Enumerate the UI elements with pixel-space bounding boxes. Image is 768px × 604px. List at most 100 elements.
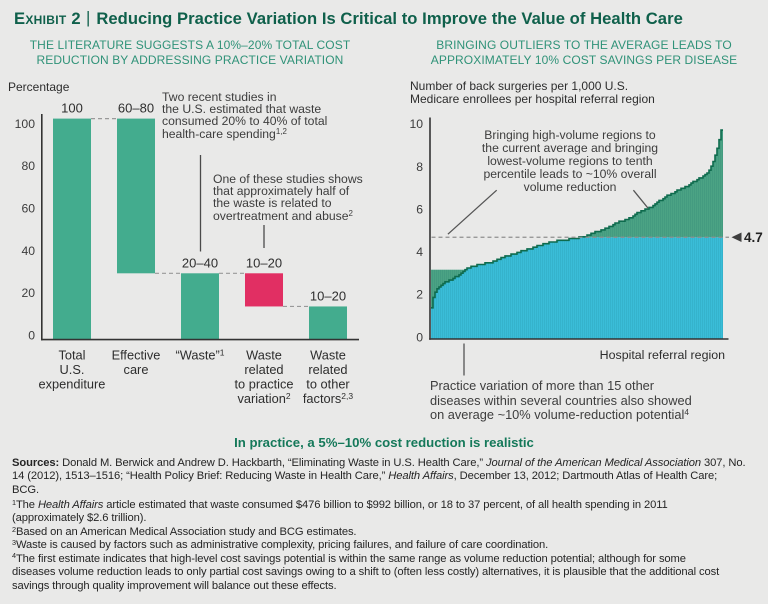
bar-edge: [646, 209, 647, 339]
bar-edge: [624, 221, 625, 339]
text-segment: health-care spending: [162, 126, 276, 141]
region-bar: [705, 237, 707, 339]
bar-edge: [692, 183, 693, 339]
title-separator: |: [85, 8, 91, 27]
region-bar: [647, 237, 649, 339]
bar-edge: [556, 242, 557, 339]
region-bar: [571, 238, 573, 339]
bar-edge: [682, 188, 683, 339]
region-bar: [641, 237, 643, 339]
reduce-to-average-area: [709, 170, 711, 238]
reduce-to-average-area: [665, 196, 667, 238]
region-bar: [489, 262, 491, 339]
bar-edge: [628, 219, 629, 339]
conclusion-tagline: In practice, a 5%–10% cost reduction is …: [234, 435, 534, 450]
bar-edge: [650, 207, 651, 339]
region-bar: [709, 237, 711, 339]
bar-edge: [658, 202, 659, 339]
region-bar: [663, 237, 665, 339]
region-bar: [649, 237, 651, 339]
reduce-to-average-area: [621, 221, 623, 238]
bar-edge: [458, 269, 459, 339]
region-bar: [443, 283, 445, 339]
region-bar: [587, 237, 589, 339]
region-bar: [643, 237, 645, 339]
left-y-tick-label: 40: [21, 244, 35, 258]
text-segment: Sources:: [12, 457, 60, 469]
bar-edge: [720, 139, 721, 339]
bar-edge: [686, 186, 687, 339]
reduce-to-average-area: [613, 224, 615, 238]
region-bar: [651, 237, 653, 339]
bar-edge: [608, 228, 609, 339]
left-bar-value-label: 10–20: [310, 288, 346, 303]
region-bar: [625, 237, 627, 339]
region-bar: [491, 262, 493, 339]
region-bar: [575, 238, 577, 339]
region-bar: [653, 237, 655, 339]
reduce-to-average-area: [711, 166, 713, 238]
bar-edge: [500, 259, 501, 339]
left-bar-value-label: 10–20: [246, 255, 282, 270]
region-bar: [661, 237, 663, 339]
region-bar: [599, 237, 601, 339]
reduce-to-average-area: [609, 226, 611, 238]
volume-curve-outline: [431, 129, 723, 309]
bar-edge: [660, 200, 661, 339]
right-chart-subtitle: BRINGING OUTLIERS TO THE AVERAGE LEADS T…: [414, 38, 754, 68]
region-bar: [609, 237, 611, 339]
left-category-label: “Waste”1: [175, 348, 224, 363]
bar-edge: [518, 252, 519, 339]
reduce-to-average-area: [667, 195, 669, 238]
region-bar: [459, 274, 461, 339]
text-line: the U.S. estimated that waste: [162, 101, 322, 116]
right-y-tick-label: 10: [409, 117, 423, 131]
bar-edge: [584, 236, 585, 339]
raise-to-percentile-area: [463, 269, 465, 272]
bar-edge: [472, 266, 473, 339]
region-bar: [509, 255, 511, 339]
bar-edge: [676, 191, 677, 339]
bar-edge: [668, 195, 669, 339]
bar-edge: [572, 238, 573, 339]
region-bar: [567, 240, 569, 339]
bar-edge: [592, 233, 593, 339]
bar-edge: [680, 190, 681, 339]
region-bar: [699, 237, 701, 339]
bar-edge: [626, 219, 627, 339]
bar-edge: [612, 226, 613, 339]
bar-edge: [554, 242, 555, 339]
bar-edge: [506, 255, 507, 339]
text-line: Medicare enrollees per hospital referral…: [410, 91, 655, 106]
bar-edge: [666, 196, 667, 339]
reduce-to-average-area: [639, 212, 641, 238]
bar-edge: [440, 269, 441, 339]
reduce-to-average-area: [691, 183, 693, 238]
bar-edge: [558, 240, 559, 339]
bar-edge: [488, 262, 489, 339]
reduce-to-average-area: [643, 210, 645, 238]
bar-edge: [654, 205, 655, 339]
region-bar: [657, 237, 659, 339]
region-bar: [541, 245, 543, 339]
bar-edge: [664, 198, 665, 339]
region-bar: [597, 237, 599, 339]
region-bar: [569, 238, 571, 339]
region-bar: [525, 250, 527, 339]
region-bar: [603, 237, 605, 339]
bar-edge: [536, 247, 537, 339]
bar-edge: [532, 248, 533, 339]
reduce-to-average-area: [655, 203, 657, 238]
bar-edge: [586, 236, 587, 339]
reduce-to-average-area: [671, 193, 673, 238]
region-bar: [555, 242, 557, 339]
reduce-to-average-area: [713, 161, 715, 238]
region-bar: [673, 237, 675, 339]
region-bar: [527, 248, 529, 339]
left-bar-value-label: 20–40: [182, 255, 218, 270]
region-bar: [613, 237, 615, 339]
bar-edge: [582, 236, 583, 339]
reduce-to-average-area: [587, 235, 589, 238]
text-line: 1The Health Affairs article estimated th…: [12, 498, 746, 512]
bar-edge: [688, 186, 689, 339]
